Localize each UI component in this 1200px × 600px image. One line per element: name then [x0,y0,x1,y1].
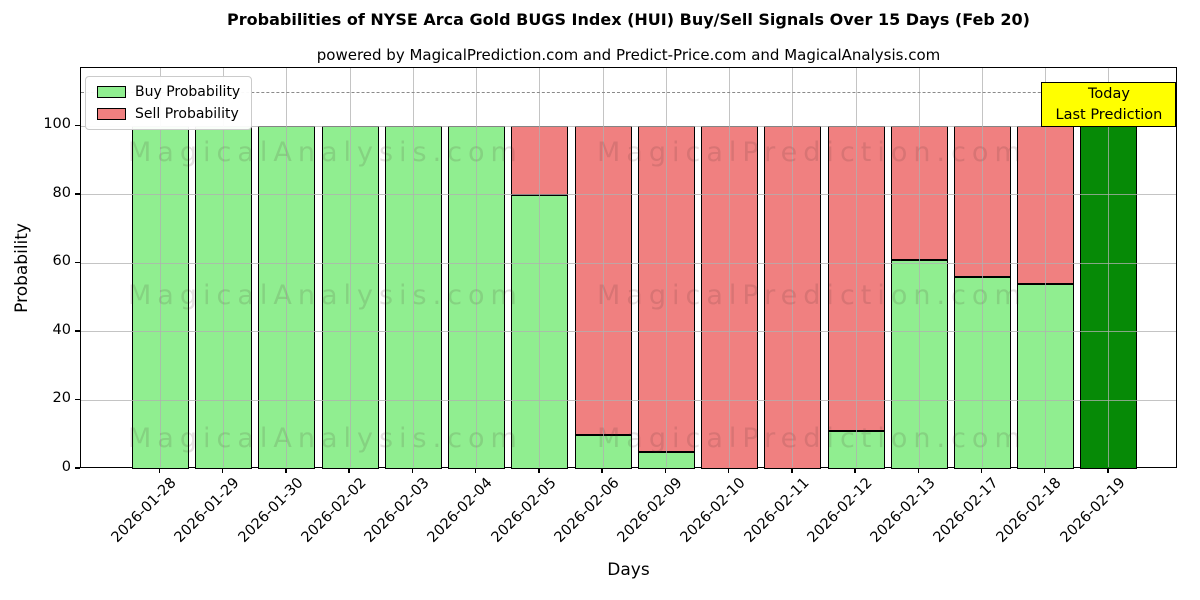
x-tick-label: 2026-02-12 [804,475,876,546]
watermark-text: MagicalAnalysis.com [128,423,523,454]
x-tick-label: 2026-01-30 [235,475,307,546]
y-tick [75,124,80,126]
chart-subtitle: powered by MagicalPrediction.com and Pre… [316,46,941,64]
watermark-text: MagicalAnalysis.com [128,137,523,168]
legend-label-sell: Sell Probability [135,106,239,122]
chart-title: Probabilities of NYSE Arca Gold BUGS Ind… [227,10,1030,29]
x-tick [158,468,161,473]
x-tick-label: 2026-02-13 [867,475,939,546]
x-tick-label: 2026-02-02 [298,475,370,546]
legend-entry-buy: Buy Probability [97,84,240,100]
legend: Buy Probability Sell Probability [85,76,253,130]
x-tick [980,468,983,473]
x-tick-label: 2026-02-09 [614,475,686,546]
vertical-gridline [160,68,161,467]
x-tick-label: 2026-02-10 [677,475,749,546]
x-tick [854,468,856,473]
x-axis-title: Days [607,560,650,580]
x-tick [411,468,414,473]
horizontal-gridline [81,331,1176,333]
y-tick [75,398,80,401]
x-tick [474,468,477,473]
horizontal-gridline [81,399,1176,401]
today-annotation-line1: Today [1087,85,1130,102]
vertical-gridline [539,68,541,467]
y-tick [75,261,80,264]
x-tick [538,468,540,473]
y-tick-label: 0 [61,459,71,475]
y-tick [75,330,80,332]
x-tick-label: 2026-02-05 [488,475,560,546]
y-tick-label: 20 [52,390,71,407]
vertical-gridline [981,68,983,467]
today-annotation: Today Last Prediction [1041,82,1177,127]
buy-probability-swatch [97,86,126,98]
vertical-gridline [1108,68,1110,467]
vertical-gridline [412,68,414,467]
x-tick [664,468,667,473]
x-tick [221,468,224,473]
vertical-gridline [792,68,794,467]
x-tick [791,468,793,473]
x-tick-label: 2026-02-19 [1057,475,1129,546]
y-tick-label: 40 [52,321,71,338]
vertical-gridline [1045,68,1047,467]
y-tick-label: 60 [52,253,71,270]
sell-probability-swatch [97,108,126,120]
x-tick-label: 2026-02-18 [994,475,1066,546]
vertical-gridline [286,68,288,467]
vertical-gridline [223,68,225,467]
watermark-text: MagicalPrediction.com [597,280,1027,311]
y-tick [75,467,80,469]
dashed-threshold-line [81,91,1176,93]
vertical-gridline [918,68,920,467]
vertical-gridline [602,68,604,467]
watermark-text: MagicalPrediction.com [597,137,1027,168]
x-tick [285,468,287,473]
x-tick [348,468,350,473]
vertical-gridline [855,68,857,467]
x-tick [917,468,919,473]
x-tick-label: 2026-02-11 [741,475,813,546]
x-tick-label: 2026-02-17 [930,475,1002,546]
x-tick-label: 2026-02-03 [361,475,433,546]
horizontal-gridline [81,125,1176,127]
x-tick-label: 2026-02-06 [551,475,623,546]
legend-label-buy: Buy Probability [135,84,241,100]
x-tick [1043,468,1046,473]
x-tick-label: 2026-01-28 [108,475,180,546]
horizontal-gridline [81,194,1176,196]
legend-entry-sell: Sell Probability [97,106,240,122]
y-tick-label: 100 [43,116,71,133]
vertical-gridline [349,68,351,467]
vertical-gridline [476,68,478,467]
y-axis-title: Probability [12,222,32,313]
watermark-text: MagicalAnalysis.com [128,280,523,311]
x-tick [601,468,603,473]
vertical-gridline [665,68,667,467]
today-annotation-line2: Last Prediction [1055,106,1163,123]
watermark-text: MagicalPrediction.com [597,423,1027,454]
x-tick [1107,468,1109,473]
x-tick [727,468,730,473]
x-tick-label: 2026-02-04 [425,475,496,546]
y-tick [75,193,80,195]
y-tick-label: 80 [52,184,71,201]
x-tick-label: 2026-01-29 [172,475,244,546]
horizontal-gridline [81,262,1176,264]
plot-area: Buy Probability Sell Probability Today L… [80,67,1177,469]
vertical-gridline [729,68,731,467]
